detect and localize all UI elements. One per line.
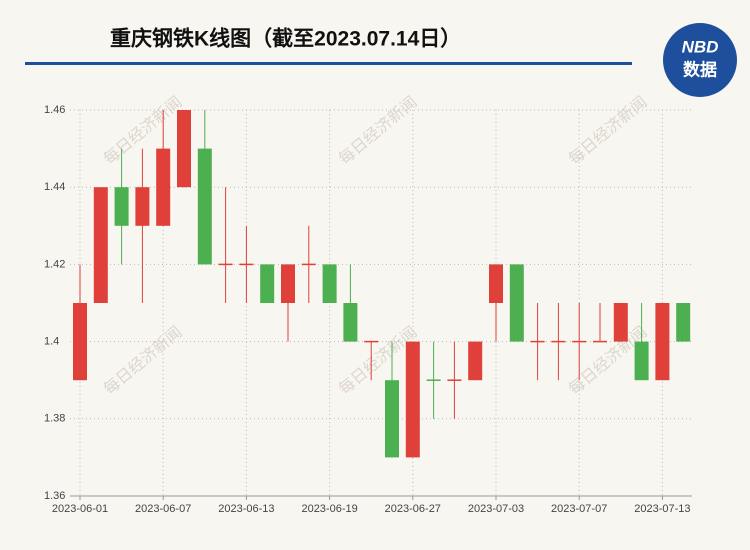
candle-body (613, 303, 628, 342)
title-rule (25, 62, 632, 65)
candle-body (343, 303, 358, 342)
candle-body (73, 303, 87, 381)
x-tick-label: 2023-06-13 (218, 503, 274, 515)
candle-body (530, 340, 545, 343)
candle-body (447, 379, 462, 381)
candle-body (260, 264, 275, 303)
candle-body (301, 263, 316, 266)
logo-text: 数据 (683, 59, 717, 79)
y-tick-label: 1.38 (44, 413, 65, 425)
candle-body (93, 187, 108, 303)
candle-body (197, 148, 212, 265)
candle-body (676, 303, 691, 342)
watermark: 每日经济新闻 (100, 93, 185, 169)
candle-body (385, 380, 399, 458)
y-tick-label: 1.4 (44, 336, 59, 348)
candle-body (322, 264, 337, 303)
candle-body (509, 264, 524, 342)
x-tick-label: 2023-07-13 (634, 503, 690, 515)
candle-body (156, 148, 171, 226)
x-tick-label: 2023-06-27 (385, 503, 441, 515)
candle-body (634, 341, 649, 381)
watermark: 每日经济新闻 (100, 323, 185, 399)
logo (663, 23, 737, 97)
x-tick-label: 2023-07-03 (468, 503, 524, 515)
y-tick-label: 1.44 (44, 181, 65, 193)
candle-body (218, 263, 233, 266)
candle-body (551, 340, 566, 343)
logo-text: NBD (682, 37, 719, 56)
chart-title: 重庆钢铁K线图（截至2023.07.14日） (110, 27, 461, 51)
y-tick-label: 1.42 (44, 258, 65, 270)
candle-body (572, 340, 587, 343)
x-tick-label: 2023-06-07 (135, 503, 191, 515)
candle-body (281, 264, 295, 303)
candle-body (114, 187, 129, 226)
candle-body (405, 341, 420, 458)
candle-body (593, 340, 607, 343)
candle-body (426, 379, 441, 381)
candle-body (177, 110, 191, 188)
watermark: 每日经济新闻 (335, 93, 420, 169)
x-tick-label: 2023-06-19 (301, 503, 357, 515)
candle-body (364, 340, 379, 343)
candle-body (239, 263, 254, 266)
y-tick-label: 1.36 (44, 490, 65, 502)
candle-body (489, 264, 503, 303)
y-tick-label: 1.46 (44, 104, 65, 116)
watermark: 每日经济新闻 (565, 93, 650, 169)
candle-body (135, 187, 150, 226)
x-tick-label: 2023-06-01 (52, 503, 108, 515)
x-tick-label: 2023-07-07 (551, 503, 607, 515)
candle-body (655, 303, 670, 381)
candle-body (468, 341, 483, 381)
